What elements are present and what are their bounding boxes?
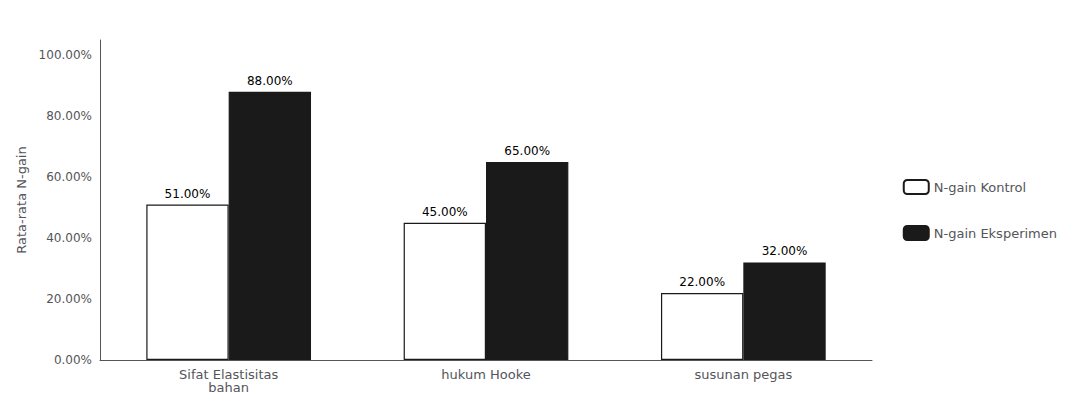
- svg-text:hukum Hooke: hukum Hooke: [441, 367, 530, 382]
- svg-text:Rata-rata N-gain: Rata-rata N-gain: [14, 146, 29, 253]
- svg-text:51.00%: 51.00%: [165, 187, 211, 201]
- svg-text:65.00%: 65.00%: [504, 144, 550, 158]
- svg-text:Sifat Elastisitas: Sifat Elastisitas: [179, 367, 279, 382]
- svg-text:40.00%: 40.00%: [46, 231, 92, 245]
- svg-text:20.00%: 20.00%: [46, 292, 92, 306]
- svg-text:0.00%: 0.00%: [54, 353, 92, 367]
- svg-text:60.00%: 60.00%: [46, 170, 92, 184]
- svg-text:100.00%: 100.00%: [39, 48, 92, 62]
- svg-text:80.00%: 80.00%: [46, 109, 92, 123]
- svg-text:bahan: bahan: [208, 380, 249, 395]
- svg-text:N-gain Eksperimen: N-gain Eksperimen: [934, 226, 1057, 241]
- svg-text:N-gain Kontrol: N-gain Kontrol: [934, 180, 1026, 195]
- svg-text:32.00%: 32.00%: [762, 244, 808, 258]
- svg-text:susunan pegas: susunan pegas: [694, 367, 792, 382]
- svg-text:45.00%: 45.00%: [422, 205, 468, 219]
- svg-text:88.00%: 88.00%: [247, 74, 293, 88]
- svg-text:22.00%: 22.00%: [679, 275, 725, 289]
